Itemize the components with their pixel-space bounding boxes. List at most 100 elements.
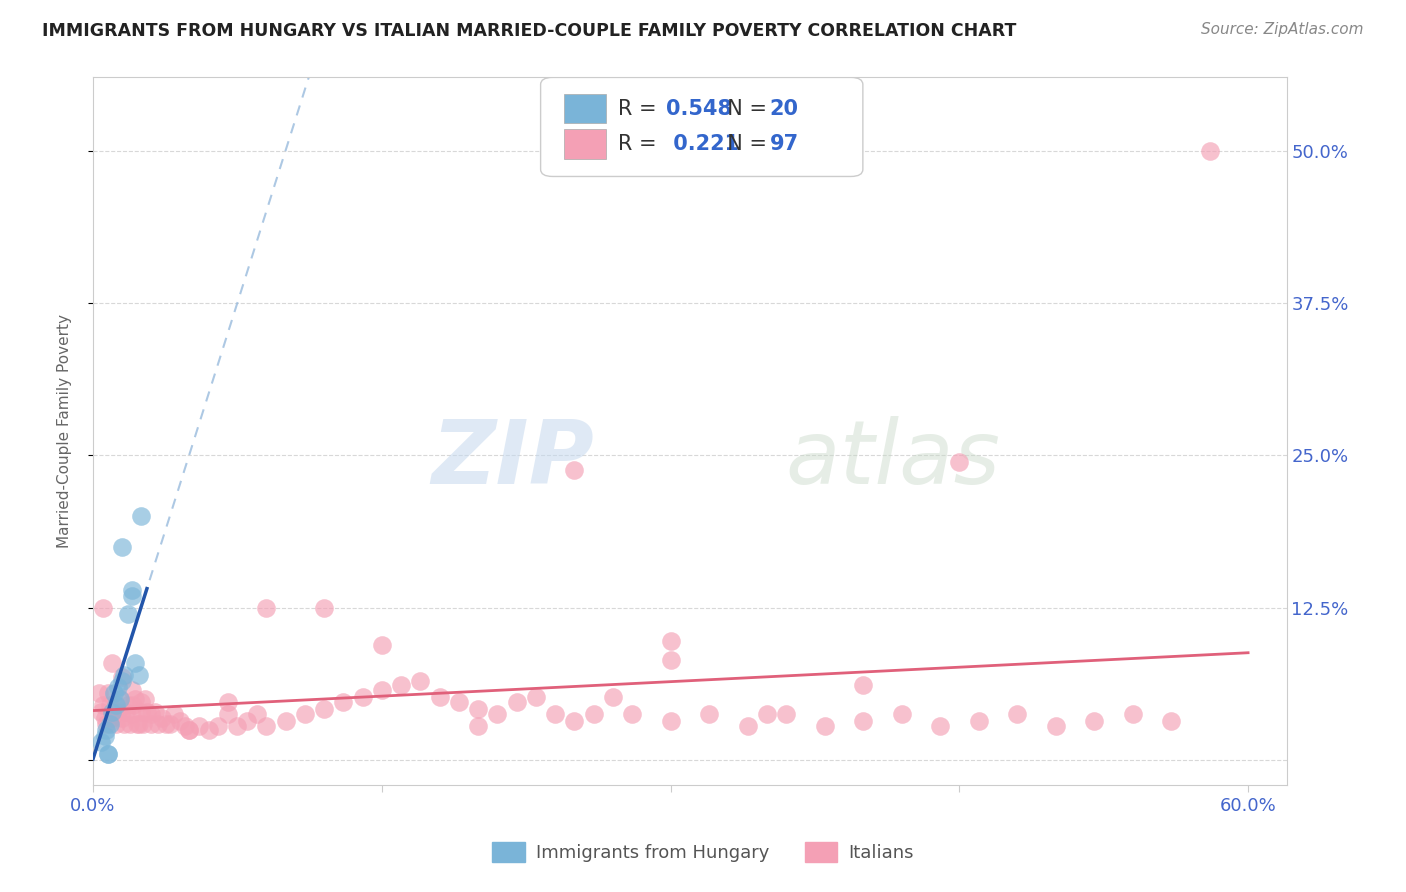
Point [775, 706, 797, 721]
Point [389, 678, 412, 692]
Point [187, 719, 209, 733]
Point [163, 706, 186, 721]
Point [91, 698, 114, 713]
Y-axis label: Married-Couple Family Poverty: Married-Couple Family Poverty [58, 314, 72, 548]
FancyBboxPatch shape [564, 94, 606, 123]
Point [112, 716, 135, 731]
Point [132, 716, 155, 731]
FancyBboxPatch shape [564, 129, 606, 159]
Point [122, 698, 145, 713]
Point [1005, 706, 1028, 721]
Point [96, 716, 118, 731]
Point [124, 656, 146, 670]
Point [852, 714, 875, 729]
Point [447, 695, 470, 709]
Point [813, 719, 835, 733]
Point [121, 706, 143, 721]
FancyBboxPatch shape [540, 78, 863, 177]
Point [103, 705, 125, 719]
Point [143, 705, 166, 719]
Point [111, 674, 134, 689]
Point [174, 719, 197, 733]
Point [97, 747, 120, 762]
Point [948, 454, 970, 468]
Point [118, 716, 141, 731]
Point [103, 686, 125, 700]
Point [121, 589, 143, 603]
Point [111, 711, 134, 725]
Point [562, 714, 585, 729]
Point [1198, 144, 1220, 158]
Point [602, 690, 624, 704]
Point [112, 668, 135, 682]
Point [1160, 714, 1182, 729]
Point [659, 633, 682, 648]
Point [97, 686, 120, 700]
Point [101, 711, 124, 725]
Point [129, 509, 152, 524]
Point [274, 714, 297, 729]
Point [371, 638, 394, 652]
Point [108, 692, 131, 706]
Point [155, 716, 177, 731]
Text: Source: ZipAtlas.com: Source: ZipAtlas.com [1201, 22, 1364, 37]
Point [562, 463, 585, 477]
Point [207, 719, 229, 733]
Point [659, 714, 682, 729]
Text: N =: N = [714, 134, 773, 154]
Point [312, 601, 335, 615]
Text: 97: 97 [769, 134, 799, 154]
Text: 0.548: 0.548 [666, 98, 733, 119]
Point [139, 706, 162, 721]
Point [129, 705, 152, 719]
Point [226, 719, 249, 733]
Point [111, 540, 134, 554]
Point [371, 682, 394, 697]
Point [91, 601, 114, 615]
Point [217, 695, 239, 709]
Point [217, 706, 239, 721]
Point [96, 723, 118, 737]
Point [159, 716, 181, 731]
Point [352, 690, 374, 704]
Text: 20: 20 [769, 98, 799, 119]
Point [254, 601, 277, 615]
Point [179, 723, 201, 737]
Point [97, 747, 120, 762]
Point [93, 729, 115, 743]
Text: 0.221: 0.221 [666, 134, 740, 154]
Text: IMMIGRANTS FROM HUNGARY VS ITALIAN MARRIED-COUPLE FAMILY POVERTY CORRELATION CHA: IMMIGRANTS FROM HUNGARY VS ITALIAN MARRI… [42, 22, 1017, 40]
Point [582, 706, 605, 721]
Point [429, 690, 451, 704]
Point [87, 686, 110, 700]
Point [179, 723, 201, 737]
Point [467, 702, 489, 716]
Point [621, 706, 644, 721]
Point [128, 668, 150, 682]
Point [1122, 706, 1144, 721]
Point [134, 692, 156, 706]
Point [98, 698, 121, 713]
Point [254, 719, 277, 733]
Point [117, 698, 139, 713]
Point [124, 692, 146, 706]
Point [737, 719, 759, 733]
Point [967, 714, 990, 729]
Point [121, 682, 143, 697]
Point [890, 706, 912, 721]
Point [659, 653, 682, 667]
Point [129, 695, 152, 709]
Point [108, 692, 131, 706]
Point [101, 705, 124, 719]
Point [505, 695, 527, 709]
Point [117, 607, 139, 621]
Point [111, 670, 134, 684]
Point [121, 582, 143, 597]
Text: N =: N = [714, 98, 773, 119]
Text: atlas: atlas [786, 417, 1000, 502]
Point [107, 680, 129, 694]
Point [409, 674, 432, 689]
Point [150, 711, 173, 725]
Point [101, 656, 124, 670]
Point [294, 706, 316, 721]
